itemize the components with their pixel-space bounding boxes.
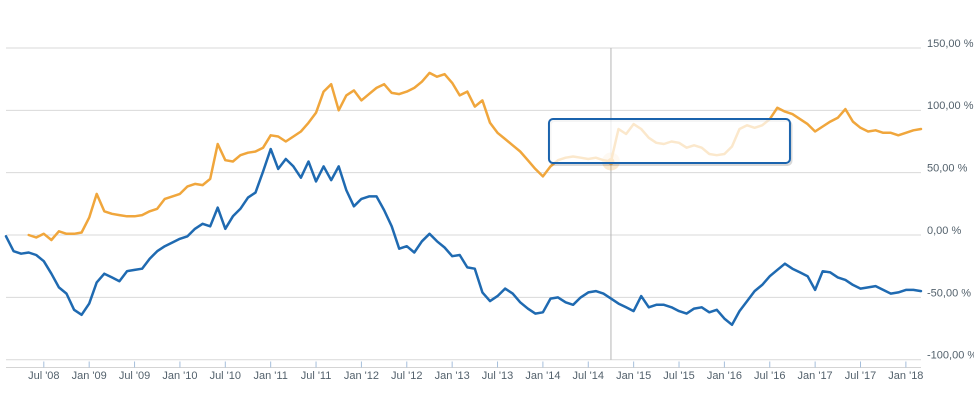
x-tick-label-4: Jul '10 [210, 370, 241, 382]
x-tick-label-8: Jul '12 [391, 370, 422, 382]
x-tick-label-0: Jul '08 [28, 370, 59, 382]
x-tick-label-15: Jan '16 [707, 370, 742, 382]
x-tick-label-7: Jan '12 [344, 370, 379, 382]
x-tick-label-14: Jul '15 [663, 370, 694, 382]
x-tick-label-11: Jan '14 [525, 370, 560, 382]
x-tick-label-3: Jan '10 [162, 370, 197, 382]
x-tick-label-10: Jul '13 [482, 370, 513, 382]
x-tick-label-1: Jan '09 [72, 370, 107, 382]
x-tick-label-19: Jan '18 [888, 370, 923, 382]
x-tick-label-9: Jan '13 [435, 370, 470, 382]
x-tick-label-16: Jul '16 [754, 370, 785, 382]
y-tick-label-1: 100,00 % [927, 100, 974, 112]
series-line-2[interactable] [27, 71, 923, 242]
x-tick-label-2: Jul '09 [119, 370, 150, 382]
y-tick-label-2: 50,00 % [927, 163, 968, 175]
x-tick-label-17: Jan '17 [798, 370, 833, 382]
x-tick-label-18: Jul '17 [845, 370, 876, 382]
x-tick-label-12: Jul '14 [573, 370, 604, 382]
series-line-1[interactable] [4, 147, 923, 327]
y-tick-label-4: -50,00 % [927, 287, 971, 299]
y-tick-label-5: -100,00 % [927, 350, 974, 362]
tooltip-box [547, 118, 791, 164]
x-tick-label-6: Jul '11 [301, 370, 332, 382]
x-tick-label-5: Jan '11 [254, 370, 288, 382]
y-tick-label-0: 150,00 % [927, 38, 974, 50]
y-tick-label-3: 0,00 % [927, 225, 961, 237]
x-tick-label-13: Jan '15 [616, 370, 651, 382]
